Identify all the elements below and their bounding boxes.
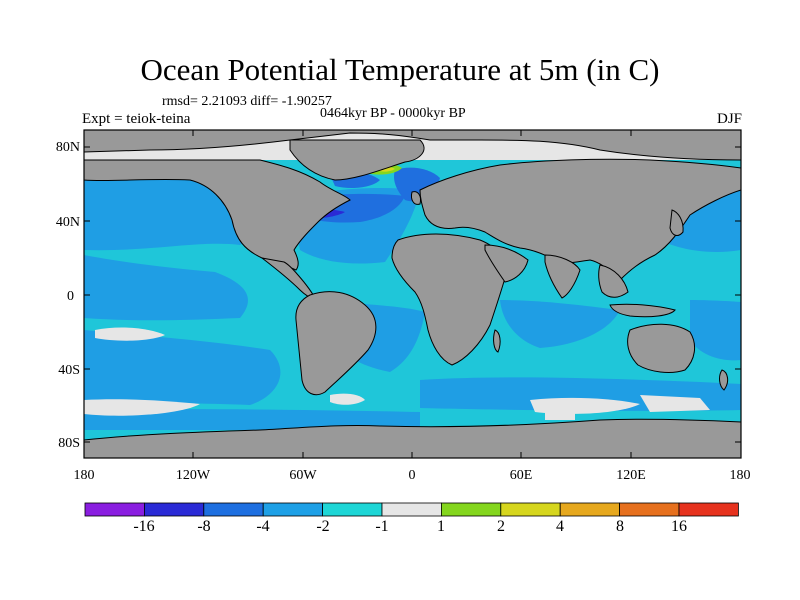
colorbar-label: -4 <box>256 518 270 535</box>
season-label: DJF <box>716 111 742 127</box>
map-plot-area <box>84 130 741 458</box>
lat-label-40n: 40N <box>55 215 80 230</box>
colorbar <box>84 502 739 517</box>
colorbar-swatch <box>381 502 442 517</box>
stats-text: rmsd= 2.21093 diff= -1.90257 <box>162 94 332 109</box>
colorbar-label: -1 <box>375 518 389 535</box>
colorbar-swatch <box>619 502 680 517</box>
period-text: 0464kyr BP - 0000kyr BP <box>320 106 466 121</box>
colorbar-label: -2 <box>316 518 330 535</box>
lon-label-60w: 60W <box>289 468 317 483</box>
british-isles <box>411 191 421 205</box>
lat-label-80n: 80N <box>55 140 80 155</box>
india <box>544 254 581 299</box>
axis-ticks <box>83 130 742 458</box>
lon-label-120e: 120E <box>616 468 646 483</box>
land-masses <box>84 130 741 458</box>
colorbar-label: -8 <box>197 518 211 535</box>
colorbar-label: 2 <box>497 518 505 535</box>
arabia <box>484 244 529 283</box>
north-america <box>84 159 351 271</box>
africa <box>391 233 507 366</box>
colorbar-swatch <box>143 502 205 517</box>
south-america <box>295 291 377 396</box>
lon-label-180e: 180 <box>729 468 751 483</box>
colorbar-swatch <box>559 502 621 517</box>
colorbar-swatch <box>84 502 145 517</box>
australia <box>627 323 696 373</box>
antarctica <box>84 418 741 458</box>
japan <box>669 209 684 236</box>
experiment-label: Expt = teiok-teina <box>82 111 191 127</box>
colorbar-swatch <box>678 502 739 517</box>
chart-title: Ocean Potential Temperature at 5m (in C) <box>140 52 660 87</box>
arctic-land <box>84 130 741 161</box>
colorbar-swatch <box>262 502 324 517</box>
lon-label-120w: 120W <box>175 468 211 483</box>
lat-label-80s: 80S <box>58 436 80 451</box>
colorbar-swatch <box>203 502 264 517</box>
colorbar-label: 4 <box>556 518 564 535</box>
southeast-asia <box>598 264 629 298</box>
madagascar <box>493 329 501 353</box>
lat-label-0: 0 <box>67 289 74 304</box>
colorbar-label: 8 <box>616 518 624 535</box>
lon-label-0: 0 <box>408 468 416 483</box>
colorbar-swatch <box>440 502 502 517</box>
lat-label-40s: 40S <box>58 363 80 378</box>
colorbar-label: 16 <box>671 518 687 535</box>
colorbar-label: 1 <box>437 518 445 535</box>
lon-label-180w: 180 <box>73 468 95 483</box>
indonesia <box>609 303 676 318</box>
new-zealand <box>719 369 729 391</box>
greenland <box>289 139 425 181</box>
colorbar-label: -16 <box>133 518 155 535</box>
lon-label-60e: 60E <box>509 468 533 483</box>
colorbar-swatch <box>500 502 561 517</box>
colorbar-swatch <box>322 502 383 517</box>
